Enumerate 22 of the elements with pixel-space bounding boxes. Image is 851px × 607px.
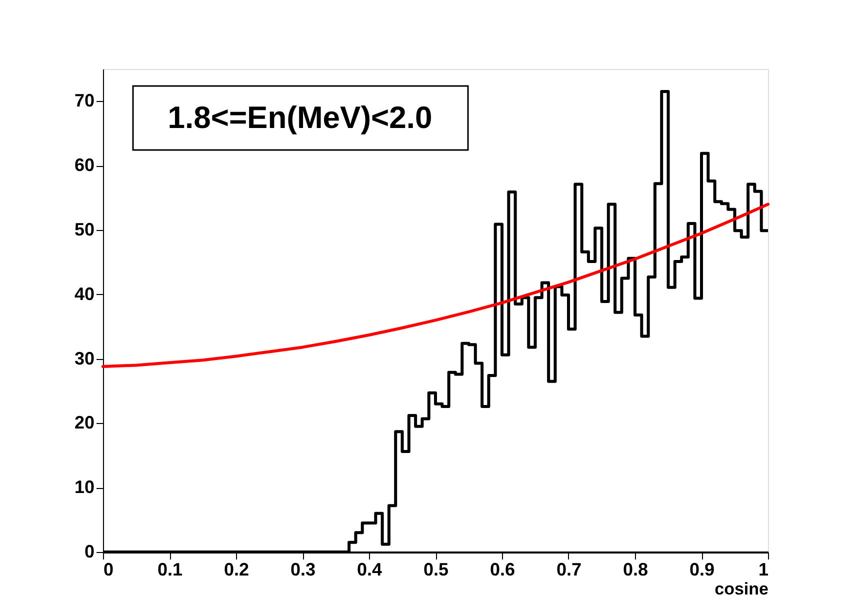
x-tick-label: 0.3 xyxy=(290,560,316,580)
x-tick-label: 0.8 xyxy=(622,560,648,580)
y-tick-label: 0 xyxy=(84,542,94,562)
x-tick-label: 0.2 xyxy=(224,560,250,580)
y-tick-label: 30 xyxy=(74,348,94,368)
x-tick-label: 0.6 xyxy=(490,560,516,580)
y-tick-label: 50 xyxy=(74,220,94,240)
y-tick-label: 20 xyxy=(74,412,94,433)
x-tick-label: 1 xyxy=(758,560,768,580)
y-tick-label: 10 xyxy=(74,477,94,498)
x-tick-label: 0.5 xyxy=(423,560,449,580)
x-axis-title: cosine xyxy=(714,580,768,598)
x-tick-label: 0.7 xyxy=(556,560,582,580)
x-tick-label: 0 xyxy=(104,560,114,580)
y-tick-label: 40 xyxy=(74,284,94,304)
y-tick-label: 70 xyxy=(74,90,94,111)
y-tick-label: 60 xyxy=(74,155,94,176)
x-tick-label: 0.4 xyxy=(356,560,382,580)
line-series xyxy=(102,202,770,368)
x-tick-label: 0.9 xyxy=(689,560,715,580)
x-tick-label: 0.1 xyxy=(157,560,183,580)
text: 1.8<=En(MeV)<2.0 xyxy=(168,100,432,135)
